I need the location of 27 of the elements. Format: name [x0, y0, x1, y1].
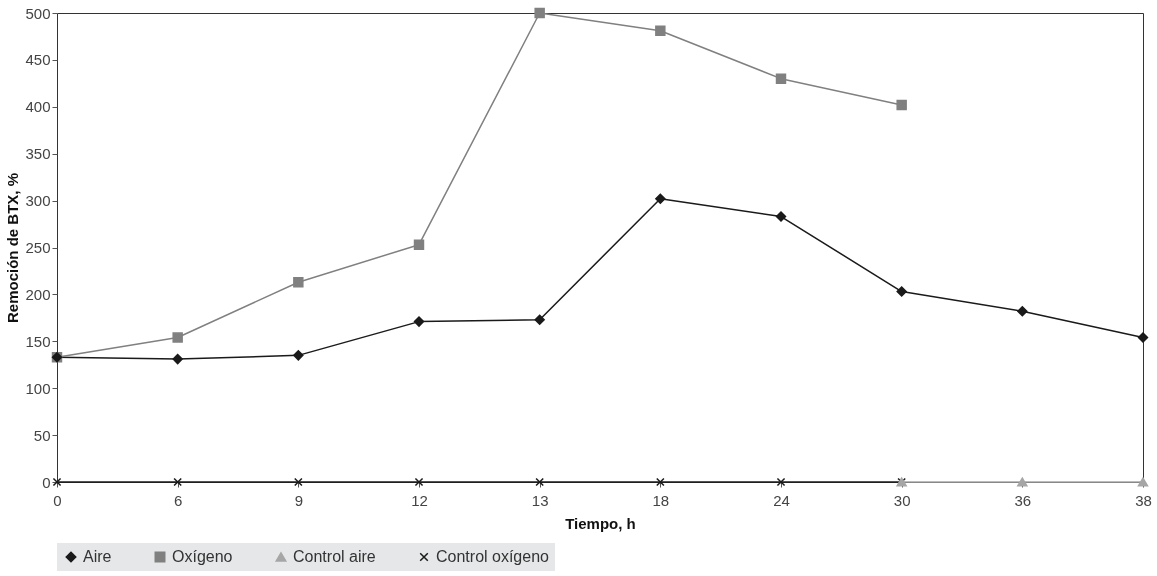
y-tick-label: 150 — [25, 332, 51, 350]
y-tick-label: 250 — [25, 239, 51, 256]
y-tick-label: 500 — [25, 4, 51, 22]
y-tick-label: 100 — [25, 379, 51, 397]
y-tick-label: 300 — [25, 192, 51, 210]
y-tick-label: 200 — [25, 285, 51, 303]
x-tick-label: 38 — [1135, 491, 1152, 509]
y-tick-label: 450 — [25, 51, 51, 69]
y-tick-label: 50 — [33, 426, 51, 444]
legend-label: Control oxígeno — [436, 548, 550, 565]
y-tick-label: 400 — [25, 98, 51, 116]
legend-label: Aire — [83, 548, 112, 565]
x-tick-label: 9 — [294, 491, 304, 509]
x-tick-label: 18 — [652, 491, 670, 509]
y-tick-label: 0 — [42, 473, 51, 491]
legend-label: Control aire — [293, 548, 376, 565]
x-tick-label: 24 — [773, 491, 790, 509]
x-tick-label: 6 — [173, 491, 183, 509]
y-axis-title: Remoción de BTX, % — [4, 172, 22, 324]
x-tick-label: 36 — [1014, 491, 1032, 509]
y-tick-label: 350 — [25, 145, 51, 163]
x-tick-label: 13 — [531, 491, 549, 509]
x-axis-title: Tiempo, h — [565, 514, 636, 532]
x-tick-label: 30 — [893, 491, 911, 509]
x-tick-label: 0 — [53, 491, 62, 509]
legend-label: Oxígeno — [172, 548, 233, 565]
x-tick-label: 12 — [411, 491, 428, 509]
